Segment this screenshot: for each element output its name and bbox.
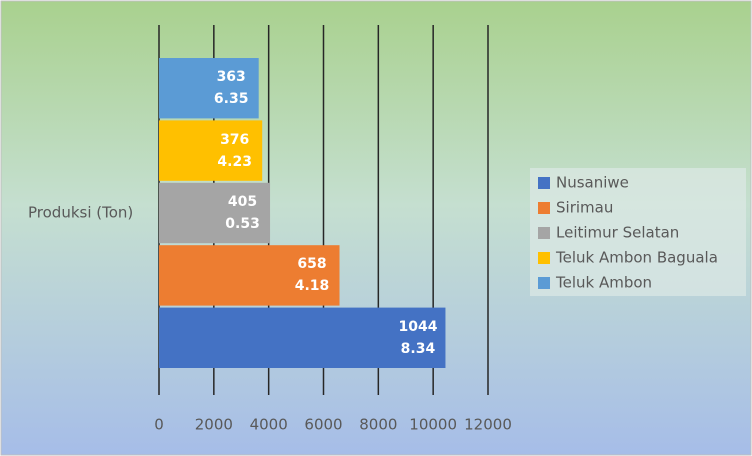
bar bbox=[159, 120, 263, 181]
legend-label: Sirimau bbox=[556, 199, 613, 217]
legend-swatch bbox=[538, 227, 550, 239]
x-tick-label: 8000 bbox=[359, 416, 397, 434]
data-label: 10448.34 bbox=[398, 318, 438, 357]
legend-label: Teluk Ambon Baguala bbox=[555, 249, 718, 267]
legend-label: Teluk Ambon bbox=[555, 274, 652, 292]
legend-swatch bbox=[538, 202, 550, 214]
x-tick-label: 6000 bbox=[304, 416, 342, 434]
data-label: 3636.35 bbox=[213, 69, 249, 108]
x-tick-label: 12000 bbox=[464, 416, 512, 434]
bar bbox=[159, 245, 340, 306]
x-tick-label: 4000 bbox=[250, 416, 288, 434]
category-label: Produksi (Ton) bbox=[28, 204, 133, 222]
legend-label: Leitimur Selatan bbox=[556, 224, 679, 242]
data-label: 3764.23 bbox=[217, 131, 252, 170]
x-tick-label: 10000 bbox=[409, 416, 457, 434]
legend-swatch bbox=[538, 277, 550, 289]
data-label: 4050.53 bbox=[225, 194, 260, 232]
bar bbox=[159, 182, 271, 244]
legend-swatch bbox=[538, 252, 550, 264]
legend-label: Nusaniwe bbox=[556, 174, 629, 192]
data-label: 6584.18 bbox=[294, 256, 330, 295]
bar bbox=[159, 307, 446, 368]
legend-box bbox=[530, 168, 746, 296]
bar bbox=[159, 58, 259, 119]
x-tick-label: 2000 bbox=[195, 416, 233, 434]
x-tick-label: 0 bbox=[154, 416, 164, 434]
legend-swatch bbox=[538, 177, 550, 189]
